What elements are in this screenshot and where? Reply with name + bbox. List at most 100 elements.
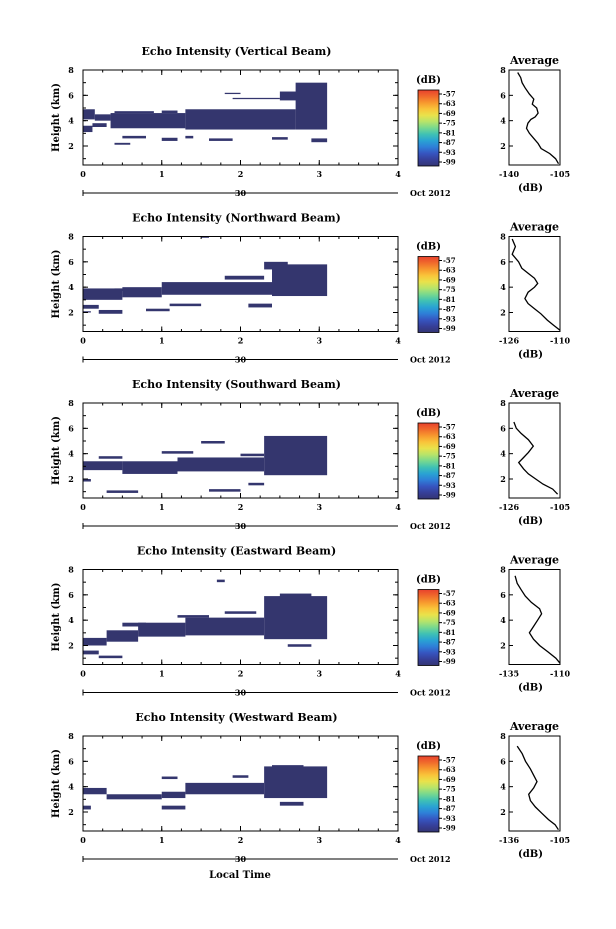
echo-cell [122,287,162,298]
colorbar-tick-label: -99 [443,657,456,666]
y-axis-label: Height (km) [51,583,62,652]
date-day-label: 30 [235,688,247,698]
colorbar-unit: (dB) [416,408,441,419]
echo-cell [94,114,111,121]
echo-cell [122,135,146,139]
echo-cell [224,92,241,95]
echo-cell [185,782,265,795]
date-day-label: 30 [235,521,247,531]
x-tick-label: 4 [395,336,401,346]
colorbar-tick-label: -81 [443,628,456,637]
echo-cell [161,805,186,810]
heatmap-cells [83,82,328,145]
echo-cell [169,303,202,307]
average-profile-line [517,72,560,165]
x-tick-label: 3 [316,502,322,512]
y-tick-label: 4 [68,782,74,792]
avg-y-tick-label: 2 [500,141,506,151]
avg-y-tick-label: 4 [500,449,506,459]
echo-cell [161,282,272,295]
y-tick-label: 8 [68,731,74,741]
avg-y-tick-label: 2 [500,474,506,484]
colorbar-tick-label: -87 [443,305,456,314]
colorbar-tick-label: -99 [443,824,456,833]
echo-cell [311,138,328,143]
average-profile-line [513,421,559,495]
y-axis-label: Height (km) [51,250,62,319]
x-tick-label: 2 [238,336,244,346]
colorbar-tick-label: -99 [443,158,456,167]
avg-y-tick-label: 6 [500,257,506,267]
colorbar-tick-label: -75 [443,452,456,461]
avg-x-tick-label: -110 [550,669,570,679]
colorbar [417,422,440,500]
x-tick-label: 0 [80,336,86,346]
echo-cell [272,137,288,140]
colorbar-tick-label: -57 [443,589,456,598]
echo-cell [272,264,328,297]
y-tick-label: 2 [68,141,74,151]
y-tick-label: 8 [68,65,74,75]
date-day-label: 30 [235,355,247,365]
average-title: Average [509,387,559,400]
echo-cell [201,236,209,238]
colorbar-tick-label: -57 [443,256,456,265]
colorbar-tick-label: -93 [443,481,456,490]
echo-cell [287,441,312,447]
colorbar-tick-label: -63 [443,599,456,608]
avg-x-tick-label: -110 [550,336,570,346]
echo-cell [114,142,131,145]
average-title: Average [509,221,559,234]
echo-cell [161,137,178,141]
colorbar-unit: (dB) [416,741,441,752]
average-profile-line [514,575,561,664]
heatmap-cells [83,236,328,314]
y-tick-label: 8 [68,565,74,575]
average-x-label: (dB) [518,683,543,694]
avg-x-tick-label: -135 [499,669,519,679]
echo-cell [114,288,131,291]
panel-title: Echo Intensity (Westward Beam) [135,711,337,724]
y-axis-label: Height (km) [51,83,62,152]
colorbar-tick-label: -87 [443,804,456,813]
panel-3: Echo Intensity (Southward Beam) 0 1 2 3 4 2 4 6 8… [51,378,570,531]
y-tick-label: 6 [68,756,74,766]
echo-cell [272,765,304,771]
colorbar-tick-label: -57 [443,423,456,432]
echo-cell [185,109,296,130]
echo-cell [240,453,265,457]
avg-x-tick-label: -105 [550,502,570,512]
echo-cell [264,261,288,270]
y-tick-label: 2 [68,308,74,318]
avg-x-tick-label: -140 [499,169,519,179]
date-label: Oct 2012 [410,355,451,365]
colorbar-tick-label: -93 [443,814,456,823]
echo-cell [209,138,233,141]
y-tick-label: 4 [68,282,74,292]
x-tick-label: 1 [159,669,165,679]
y-axis-label: Height (km) [51,416,62,485]
x-tick-label: 0 [80,169,86,179]
echo-cell [110,113,186,129]
echo-cell [279,593,312,600]
panel-title: Echo Intensity (Southward Beam) [132,378,341,391]
avg-x-tick-label: -105 [550,835,570,845]
average-frame [508,569,561,665]
plot-frame [82,402,399,499]
colorbar [417,589,440,666]
echo-cell [83,304,99,309]
colorbar [417,89,440,167]
colorbar-tick-label: -87 [443,638,456,647]
colorbar-tick-label: -63 [443,266,456,275]
x-tick-label: 2 [238,169,244,179]
colorbar-tick-label: -75 [443,618,456,627]
avg-y-tick-label: 6 [500,90,506,100]
avg-y-tick-label: 8 [500,731,506,741]
avg-y-tick-label: 8 [500,232,506,242]
colorbar-tick-label: -69 [443,608,456,617]
y-tick-label: 6 [68,423,74,433]
avg-y-tick-label: 2 [500,807,506,817]
colorbar-tick-label: -75 [443,285,456,294]
echo-cell [232,97,280,100]
avg-y-tick-label: 4 [500,782,506,792]
